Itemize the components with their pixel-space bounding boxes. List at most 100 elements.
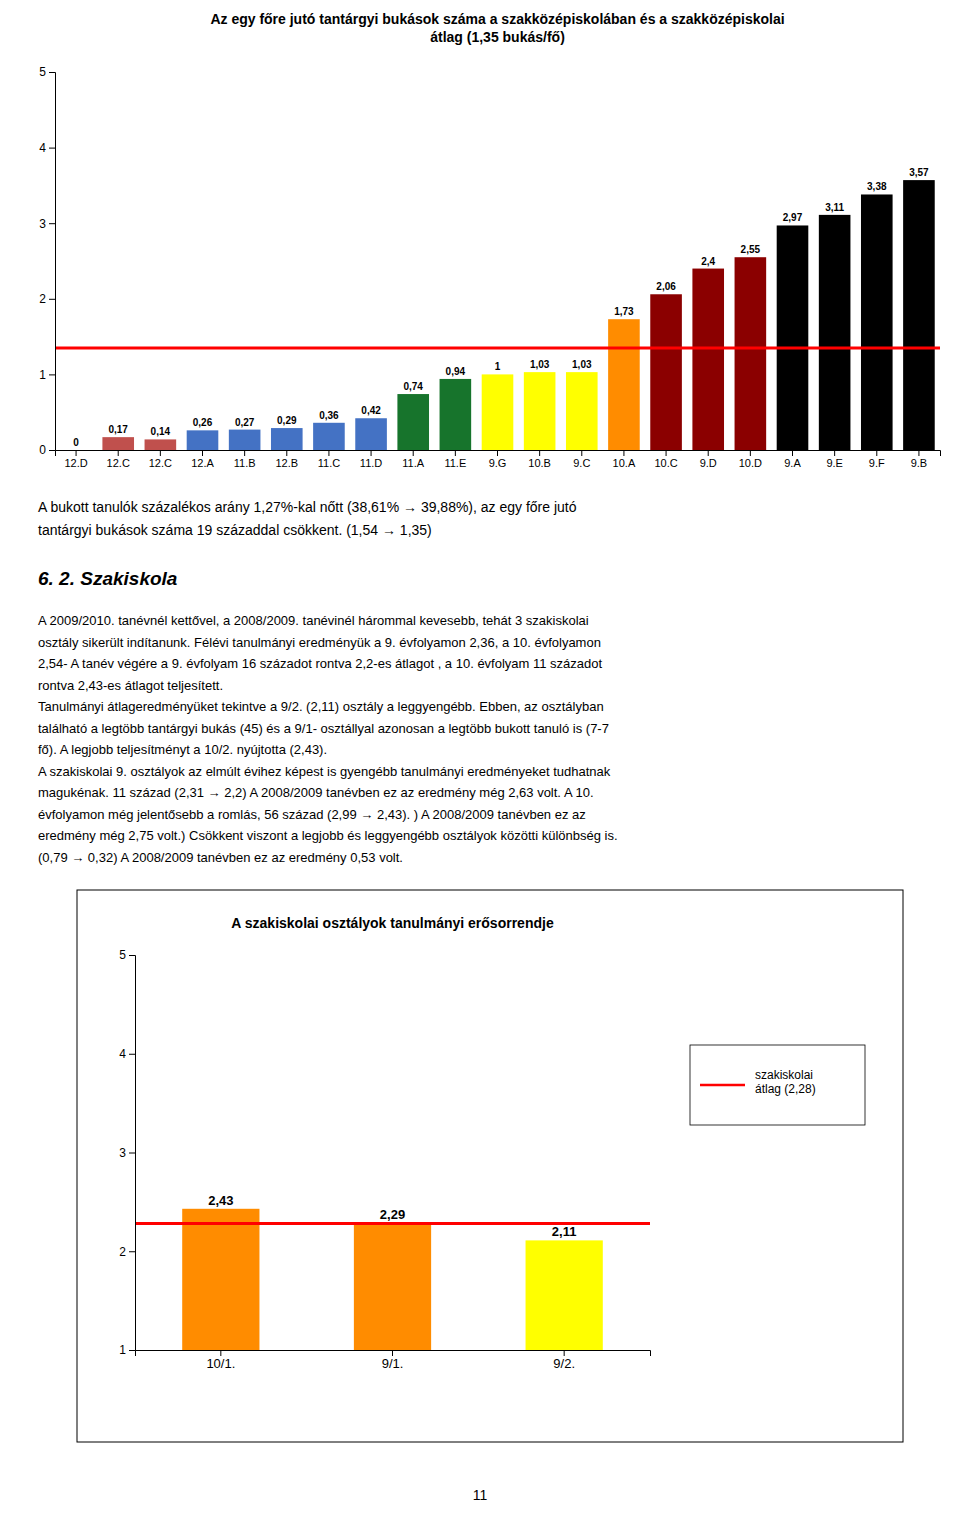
axis-line [49,73,56,451]
data-labels: 2,432,292,11 [208,1193,576,1240]
tick-label: 9.B [911,457,928,469]
tick-label: 10/1. [206,1356,235,1371]
tick-label: 2 [39,292,46,306]
tick-mark [834,450,835,456]
tick: 11.C [318,450,340,469]
average-line [55,346,940,349]
tick-mark [286,450,287,456]
bar [102,437,134,450]
text-line: átlag (2,28) [755,1082,816,1096]
tick: 12.C [149,450,172,469]
tick-label: 9.A [784,457,801,469]
tick-mark [750,450,751,456]
tick-label: 12.A [191,457,214,469]
text-line: A szakiskolai osztályok tanulmányi erőso… [231,915,554,931]
tick: 10.C [654,450,677,469]
tick-label: 3 [119,1146,126,1160]
tick-label: 4 [119,1047,126,1061]
y-axis: 12345 [119,948,135,1357]
tick: 9.C [573,450,590,469]
data-label: 2,97 [783,212,803,223]
tick: 9.D [700,450,717,469]
bar [650,294,682,450]
data-label: 0 [73,437,79,448]
tick-mark [76,450,77,456]
bar [60,450,92,451]
paragraph-line: Tanulmányi átlageredményüket tekintve a … [38,699,604,714]
tick-label: 0 [39,443,46,457]
page: 01234512.D12.C12.C12.A11.B12.B11.C11.D11… [0,0,960,1537]
bar [354,1223,431,1350]
bar [482,374,514,450]
bar [187,430,219,450]
tick-mark [455,450,456,456]
data-label: 2,4 [701,256,715,267]
tick-label: 5 [119,948,126,962]
data-label: 2,55 [741,244,761,255]
data-label: 0,42 [361,405,381,416]
tick-label: 11.D [360,457,382,469]
tick: 2 [39,292,55,306]
bar [692,269,724,450]
bar [145,439,177,450]
tick-mark [129,1251,135,1252]
data-label: 1,03 [572,359,592,370]
tick: 1 [39,368,55,382]
bar [735,257,767,450]
tick-mark [328,450,329,456]
tick: 9.E [826,450,843,469]
tick: 11.A [402,450,424,469]
tick-label: 9.G [489,457,507,469]
tick: 4 [119,1047,135,1061]
data-label: 3,11 [825,202,844,213]
plot-area [55,180,940,450]
tick: 12.A [191,450,214,469]
tick-label: 11.A [402,457,424,469]
x-axis: 12.D12.C12.C12.A11.B12.B11.C11.D11.A11.E… [56,450,941,469]
text-line: átlag (1,35 bukás/fő) [430,29,565,45]
data-label: 0,94 [446,366,466,377]
tick: 3 [119,1146,135,1160]
paragraph-line: osztály sikerült indítanunk. Félévi tanu… [38,635,601,650]
tick-label: 10.C [654,457,677,469]
tick-mark [49,450,55,451]
data-label: 1,03 [530,359,550,370]
paragraph-line: magukénak. 11 század (2,31 → 2,2) A 2008… [38,785,594,800]
tick: 11.B [234,450,256,469]
tick-mark [539,450,540,456]
chart-title: A szakiskolai osztályok tanulmányi erőso… [231,915,554,931]
data-label: 1 [495,361,501,372]
tick-mark [392,1350,393,1356]
tick: 9.A [784,450,801,469]
axis-line [129,956,136,1351]
tick-mark [564,1350,565,1356]
paragraph-line: A bukott tanulók százalékos arány 1,27%-… [38,499,577,515]
tick: 9/2. [553,1350,575,1371]
page-number: 11 [473,1487,488,1503]
tick: 12.D [64,450,87,469]
tick-mark [792,450,793,456]
tick-mark [129,1054,135,1055]
paragraph-line: fő). A legjobb teljesítményt a 10/2. nyú… [38,742,327,757]
bar [440,379,472,450]
text-sections: A bukott tanulók százalékos arány 1,27%-… [38,499,618,1503]
tick: 9.G [489,450,507,469]
data-label: 2,43 [208,1193,233,1208]
tick-label: 12.C [107,457,130,469]
bar [271,428,303,450]
tick-label: 11.B [234,457,256,469]
tick-label: 11.E [444,457,466,469]
tick: 5 [39,65,55,79]
tick: 10.D [739,450,762,469]
bar [608,319,640,450]
bar [777,225,809,450]
tick-label: 1 [39,368,46,382]
plot-area [135,1209,650,1350]
tick-mark [918,450,919,456]
tick-label: 9/2. [553,1356,575,1371]
text-line: szakiskolai [755,1068,813,1082]
tick-label: 1 [119,1343,126,1357]
tick-mark [581,450,582,456]
data-label: 2,06 [656,281,676,292]
tick-label: 9.D [700,457,717,469]
